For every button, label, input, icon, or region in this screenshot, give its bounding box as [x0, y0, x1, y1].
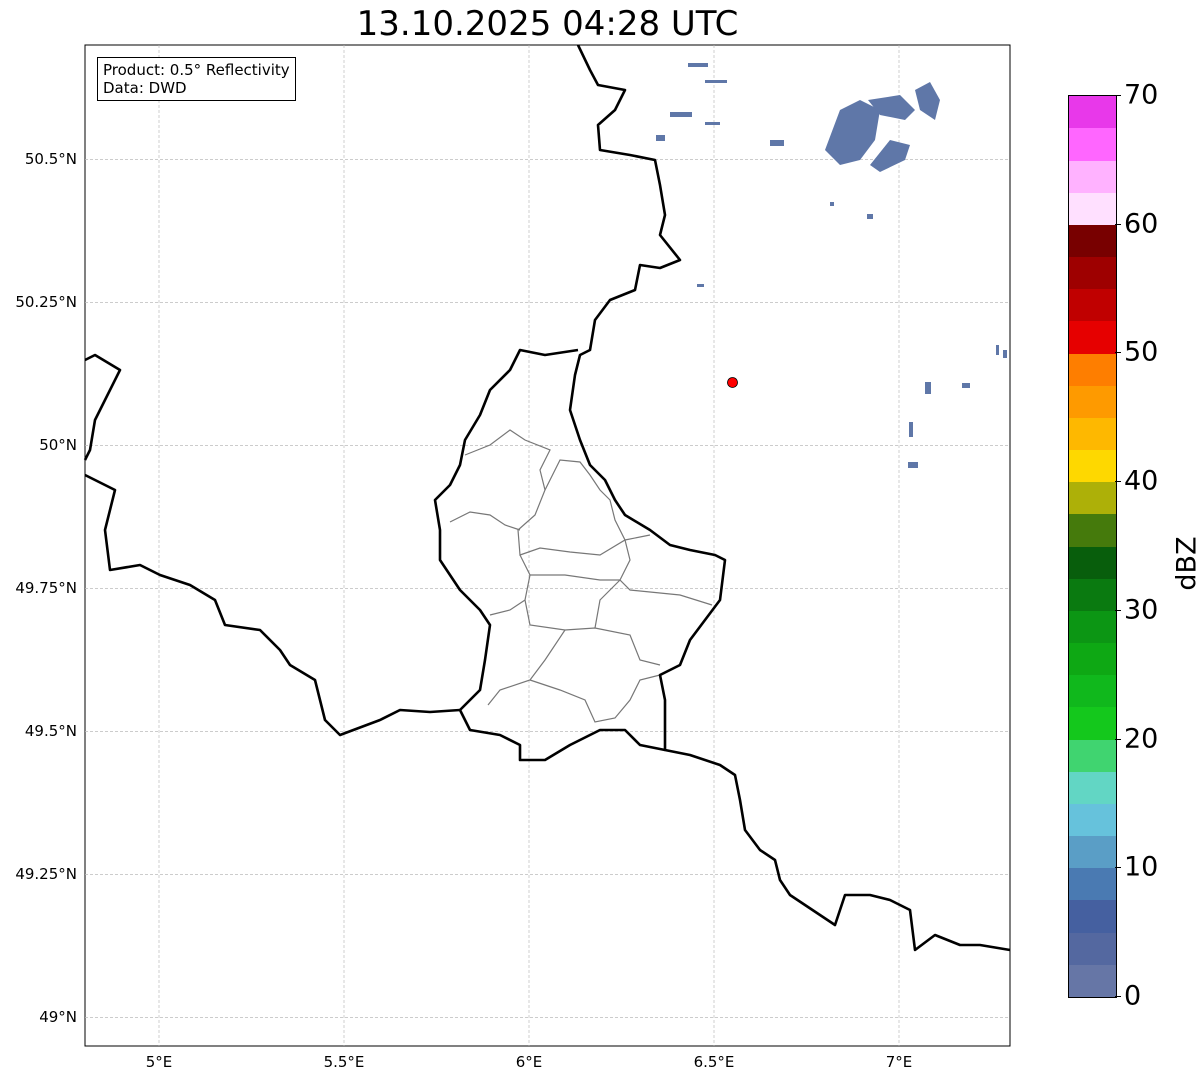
lat-tick-label: 49.25°N: [15, 865, 77, 884]
colorbar-tick-mark: [1115, 95, 1121, 96]
colorbar-bin: [1069, 128, 1116, 161]
colorbar-bin: [1069, 771, 1116, 804]
colorbar-bin: [1069, 417, 1116, 451]
lat-tick-label: 49°N: [39, 1008, 77, 1027]
colorbar-bin: [1069, 836, 1116, 869]
colorbar: [1068, 95, 1117, 998]
colorbar-bin: [1069, 932, 1116, 965]
map-title: 13.10.2025 04:28 UTC: [356, 4, 739, 44]
lat-tick-label: 50.5°N: [24, 150, 77, 169]
map-frame: [84, 44, 1011, 1047]
colorbar-bin: [1069, 578, 1116, 611]
colorbar-bin: [1069, 224, 1116, 258]
colorbar-bin: [1069, 289, 1116, 322]
colorbar-tick-mark: [1115, 609, 1121, 611]
product-info-box: Product: 0.5° Reflectivity Data: DWD: [97, 57, 296, 101]
colorbar-bin: [1069, 450, 1116, 483]
product-label: Product: 0.5° Reflectivity: [103, 61, 290, 79]
colorbar-bin: [1069, 353, 1116, 386]
lon-tick-label: 5°E: [145, 1053, 173, 1071]
colorbar-bin: [1069, 707, 1116, 740]
colorbar-bin: [1069, 964, 1116, 997]
colorbar-tick-label: 70: [1124, 79, 1159, 111]
lon-tick-label: 6°E: [515, 1053, 543, 1071]
colorbar-bin: [1069, 546, 1116, 579]
colorbar-tick-mark: [1115, 867, 1121, 869]
colorbar-tick-label: 30: [1124, 594, 1159, 626]
colorbar-bin: [1069, 610, 1116, 644]
colorbar-tick-label: 10: [1124, 851, 1159, 883]
colorbar-bin: [1069, 96, 1116, 129]
lat-tick-label: 49.75°N: [15, 579, 77, 598]
colorbar-bin: [1069, 803, 1116, 837]
colorbar-tick-mark: [1115, 223, 1121, 225]
data-source-label: Data: DWD: [103, 79, 187, 97]
colorbar-bin: [1069, 643, 1116, 676]
colorbar-bin: [1069, 385, 1116, 418]
lon-tick-label: 6.5°E: [693, 1053, 735, 1071]
colorbar-tick-mark: [1115, 352, 1121, 354]
colorbar-bin: [1069, 192, 1116, 225]
colorbar-tick-label: 0: [1124, 980, 1142, 1012]
colorbar-tick-label: 20: [1124, 723, 1159, 755]
lat-tick-label: 50°N: [39, 436, 77, 455]
colorbar-tick-label: 60: [1124, 208, 1159, 240]
colorbar-bin: [1069, 900, 1116, 933]
colorbar-unit-label: dBZ: [1171, 536, 1202, 591]
colorbar-bin: [1069, 482, 1116, 515]
colorbar-bin: [1069, 675, 1116, 708]
lat-tick-label: 49.5°N: [24, 722, 77, 741]
lon-tick-label: 5.5°E: [323, 1053, 365, 1071]
colorbar-bin: [1069, 257, 1116, 290]
country-borders: [83, 44, 1011, 952]
colorbar-tick-mark: [1115, 738, 1121, 740]
colorbar-tick-mark: [1115, 996, 1121, 997]
colorbar-tick-label: 40: [1124, 465, 1159, 497]
colorbar-tick-label: 50: [1124, 336, 1159, 368]
radar-site-marker: [727, 377, 738, 388]
lat-tick-label: 50.25°N: [15, 293, 77, 312]
radar-echoes: [656, 63, 1007, 468]
lon-tick-label: 7°E: [885, 1053, 913, 1071]
colorbar-bin: [1069, 739, 1116, 772]
luxembourg-canton-borders: [449, 429, 713, 723]
colorbar-bin: [1069, 868, 1116, 901]
colorbar-bin: [1069, 321, 1116, 354]
colorbar-bin: [1069, 514, 1116, 547]
colorbar-bin: [1069, 160, 1116, 193]
colorbar-tick-mark: [1115, 481, 1121, 483]
